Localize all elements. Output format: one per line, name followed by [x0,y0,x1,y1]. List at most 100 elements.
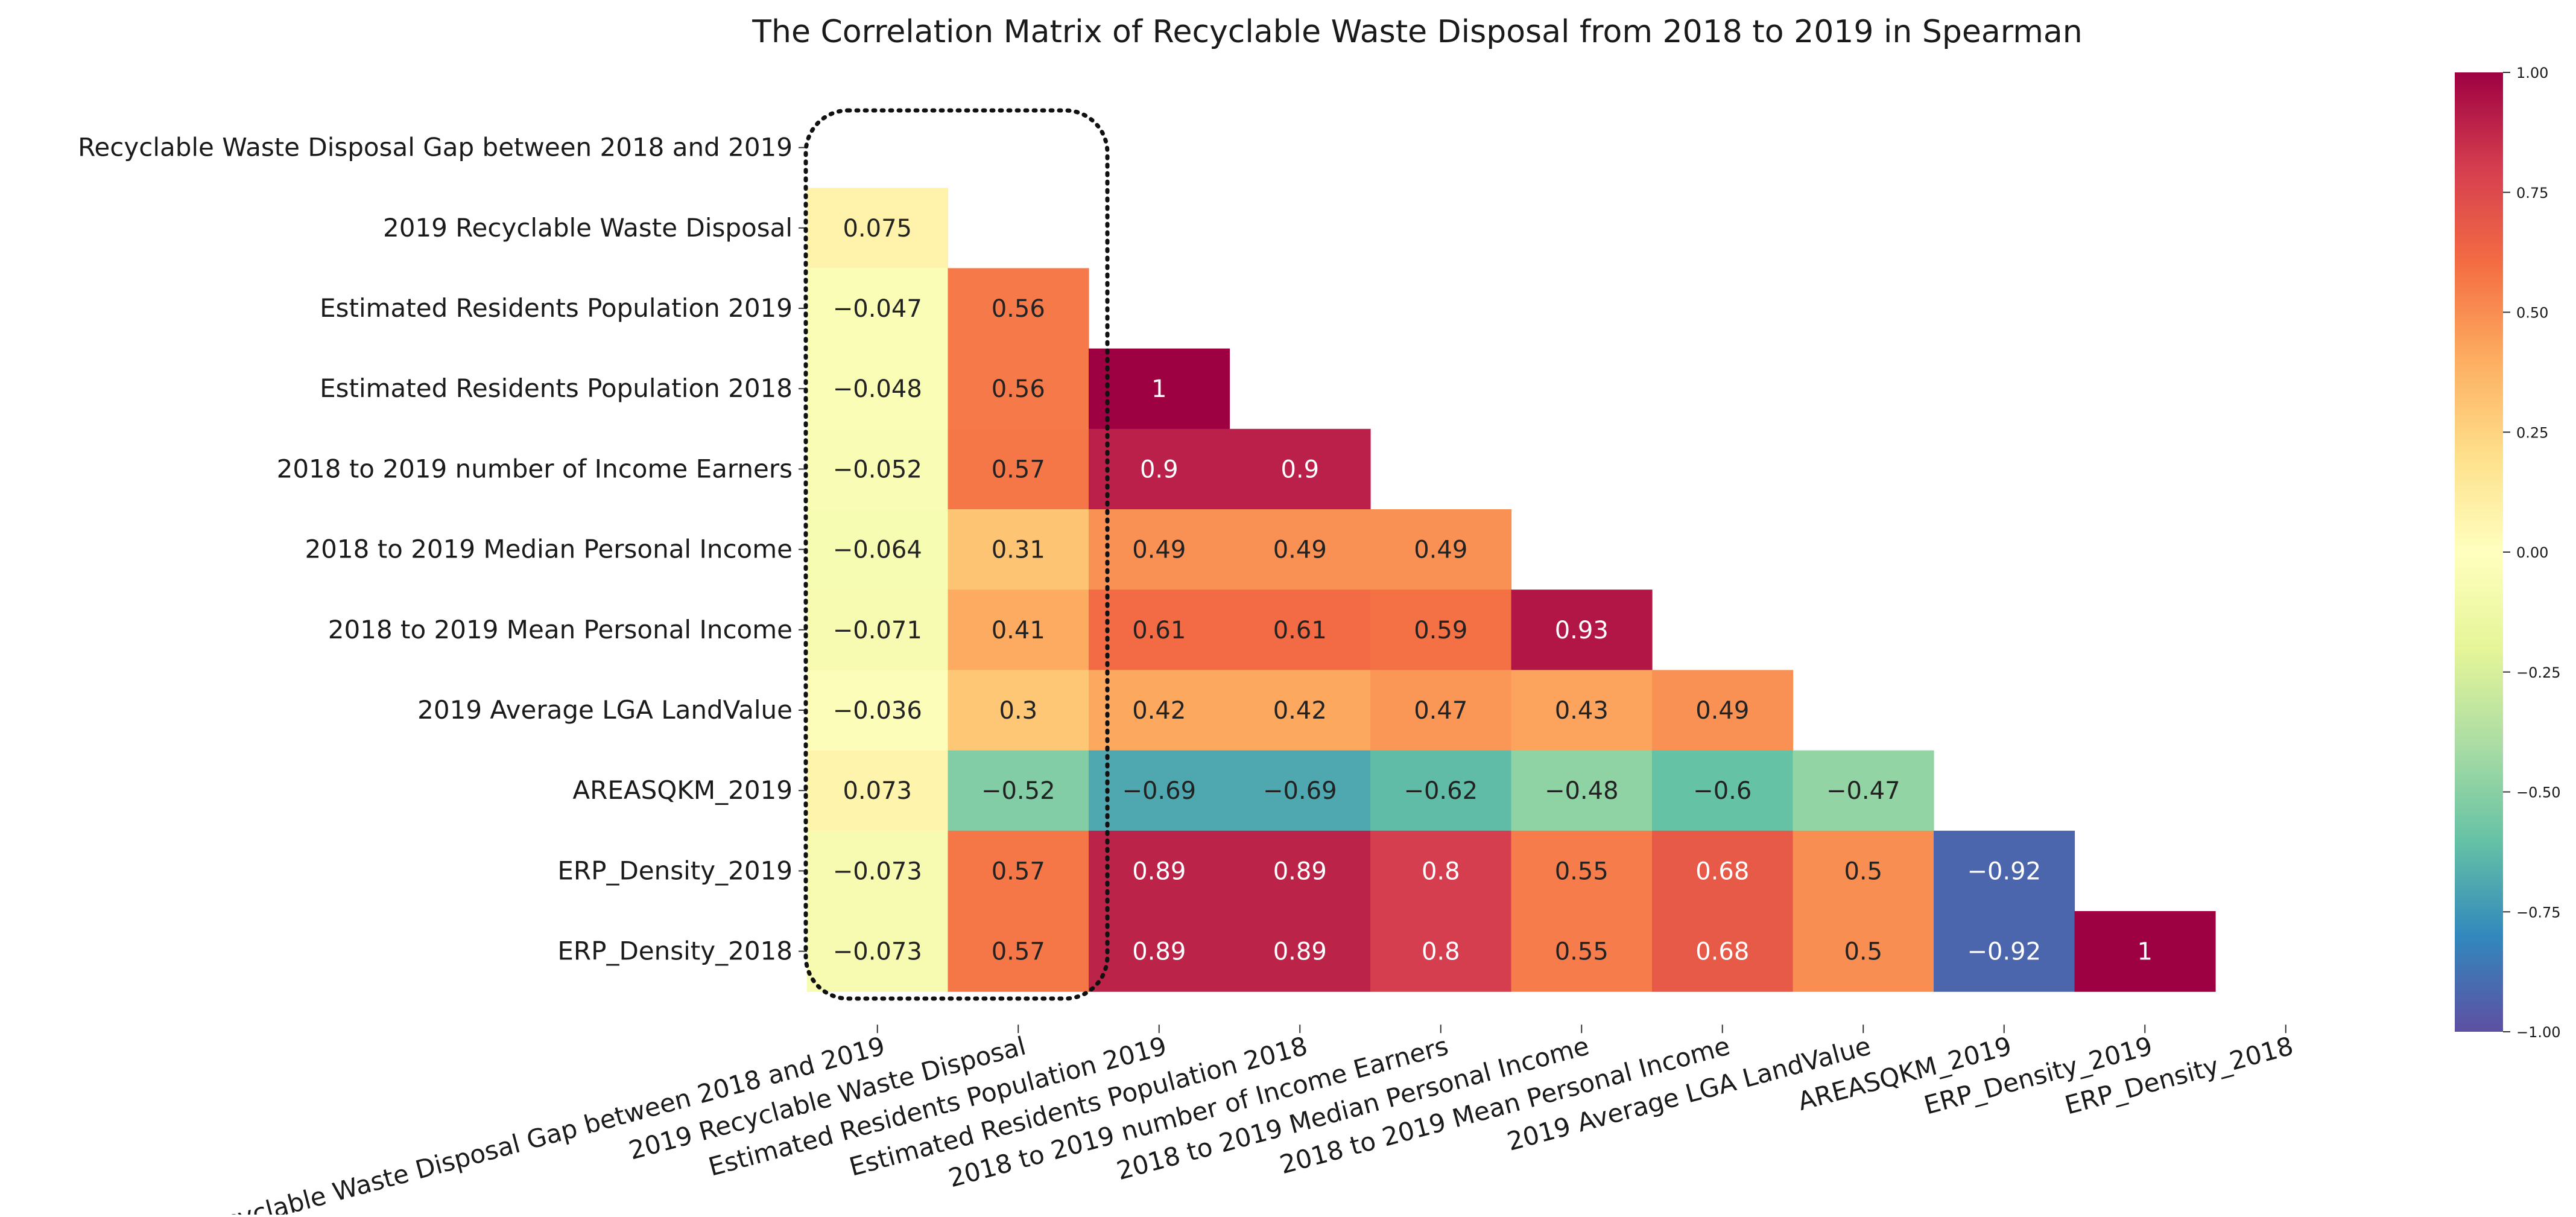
cell-value-label: 0.55 [1555,857,1609,885]
heatmap-cell [1652,911,1794,992]
y-axis-label: AREASQKM_2019 [572,775,793,805]
cell-value-label: −0.048 [833,375,922,403]
heatmap-cell [807,830,949,912]
cell-value-label: −0.071 [833,617,922,644]
cell-value-label: −0.047 [833,295,922,323]
colorbar-tick-label: −0.25 [2516,664,2561,681]
heatmap-cell [1089,428,1230,510]
colorbar-tick-label: 0.25 [2516,424,2548,441]
heatmap-cell [1511,670,1653,751]
colorbar-tick-label: 0.00 [2516,544,2548,561]
heatmap-cell [1793,750,1934,831]
x-axis-labels: Recyclable Waste Disposal Gap between 20… [190,1025,2296,1217]
colorbar-gradient [2455,72,2503,1032]
heatmap-cell [1370,589,1512,670]
heatmap-cell [1652,670,1794,751]
cell-value-label: 0.42 [1273,697,1327,725]
dotted-highlight-box [803,108,1110,1001]
heatmap-cell [2074,911,2216,992]
heatmap-cell [948,589,1089,670]
y-axis-label: 2018 to 2019 Median Personal Income [305,535,793,564]
cell-value-label: 0.57 [992,456,1045,483]
cell-value-label: 0.68 [1695,857,1749,885]
heatmap-cell [1229,750,1371,831]
heatmap-cell [1370,830,1512,912]
cell-value-label: −0.6 [1693,777,1752,805]
heatmap-cell [1229,670,1371,751]
heatmap-cell [1652,830,1794,912]
heatmap-cell [807,348,949,430]
chart-title: The Correlation Matrix of Recyclable Was… [752,14,2082,50]
cell-value-label: −0.036 [833,697,922,725]
heatmap-cell [1511,911,1653,992]
colorbar-tick-label: 0.50 [2516,305,2548,322]
cell-value-label: 0.41 [992,617,1045,644]
y-axis-label: Recyclable Waste Disposal Gap between 20… [78,133,793,162]
cell-value-label: 0.073 [843,777,912,805]
cell-value-label: 0.55 [1555,938,1609,966]
colorbar-tick-label: −1.00 [2516,1024,2561,1041]
heatmap-cell [948,268,1089,349]
heatmap-cell [1089,830,1230,912]
heatmap-cell [1370,509,1512,590]
heatmap-cell [1793,830,1934,912]
cell-value-label: 0.61 [1273,617,1327,644]
cell-value-label: 0.68 [1695,938,1749,966]
cell-value-label: 0.93 [1555,617,1609,644]
y-axis-label: ERP_Density_2018 [557,936,793,966]
heatmap-cell [1793,911,1934,992]
heatmap-cells: 0.075 −0.047 0.56 −0.048 0.56 1 −0.052 0.57 0.9 0… [807,188,2216,992]
heatmap-cell [807,428,949,510]
heatmap-cell [1089,348,1230,430]
cell-value-label: −0.52 [981,777,1055,805]
heatmap-cell [807,268,949,349]
cell-value-label: 0.43 [1555,697,1609,725]
heatmap-cell [1089,750,1230,831]
heatmap-cell [1229,428,1371,510]
heatmap-cell [948,428,1089,510]
heatmap-cell [1934,911,2075,992]
heatmap-cell [807,911,949,992]
cell-value-label: 0.3 [999,697,1037,725]
cell-value-label: −0.073 [833,938,922,966]
cell-value-label: 0.59 [1414,617,1467,644]
heatmap-cell [807,188,949,269]
colorbar-tick-label: −0.75 [2516,904,2561,921]
cell-value-label: −0.92 [1967,938,2041,966]
heatmap-cell [1089,670,1230,751]
heatmap-cell [1370,750,1512,831]
cell-value-label: 0.075 [843,215,912,243]
heatmap-cell [1089,589,1230,670]
cell-value-label: 0.8 [1422,857,1460,885]
heatmap-cell [948,348,1089,430]
cell-value-label: 0.47 [1414,697,1467,725]
heatmap-cell [948,830,1089,912]
cell-value-label: 1 [1151,375,1166,403]
colorbar: 1.00 0.75 0.50 0.25 0.00 −0.25 −0.50 −0.75 −1.00 [2455,65,2561,1041]
heatmap-cell [1934,830,2075,912]
y-axis-label: 2018 to 2019 number of Income Earners [277,454,793,483]
heatmap-cell [1089,911,1230,992]
heatmap-cell [1511,750,1653,831]
y-axis-label: Estimated Residents Population 2019 [320,293,793,323]
cell-value-label: 0.56 [992,375,1045,403]
heatmap-cell [1511,830,1653,912]
heatmap-cell [1229,509,1371,590]
heatmap-cell [1089,509,1230,590]
y-axis-label: 2019 Average LGA LandValue [417,695,793,725]
cell-value-label: 0.89 [1132,938,1186,966]
cell-value-label: 0.49 [1695,697,1749,725]
cell-value-label: 0.57 [992,857,1045,885]
heatmap-cell [807,750,949,831]
cell-value-label: 0.89 [1273,938,1327,966]
y-axis-label: 2018 to 2019 Mean Personal Income [328,615,793,644]
annotation-layer [803,108,1110,1001]
heatmap-cell [807,670,949,751]
cell-value-label: 1 [2138,938,2153,966]
heatmap-cell [807,589,949,670]
cell-value-label: 0.49 [1273,536,1327,564]
cell-value-label: 0.9 [1280,456,1319,483]
cell-value-label: −0.48 [1545,777,1619,805]
heatmap-cell [1229,911,1371,992]
